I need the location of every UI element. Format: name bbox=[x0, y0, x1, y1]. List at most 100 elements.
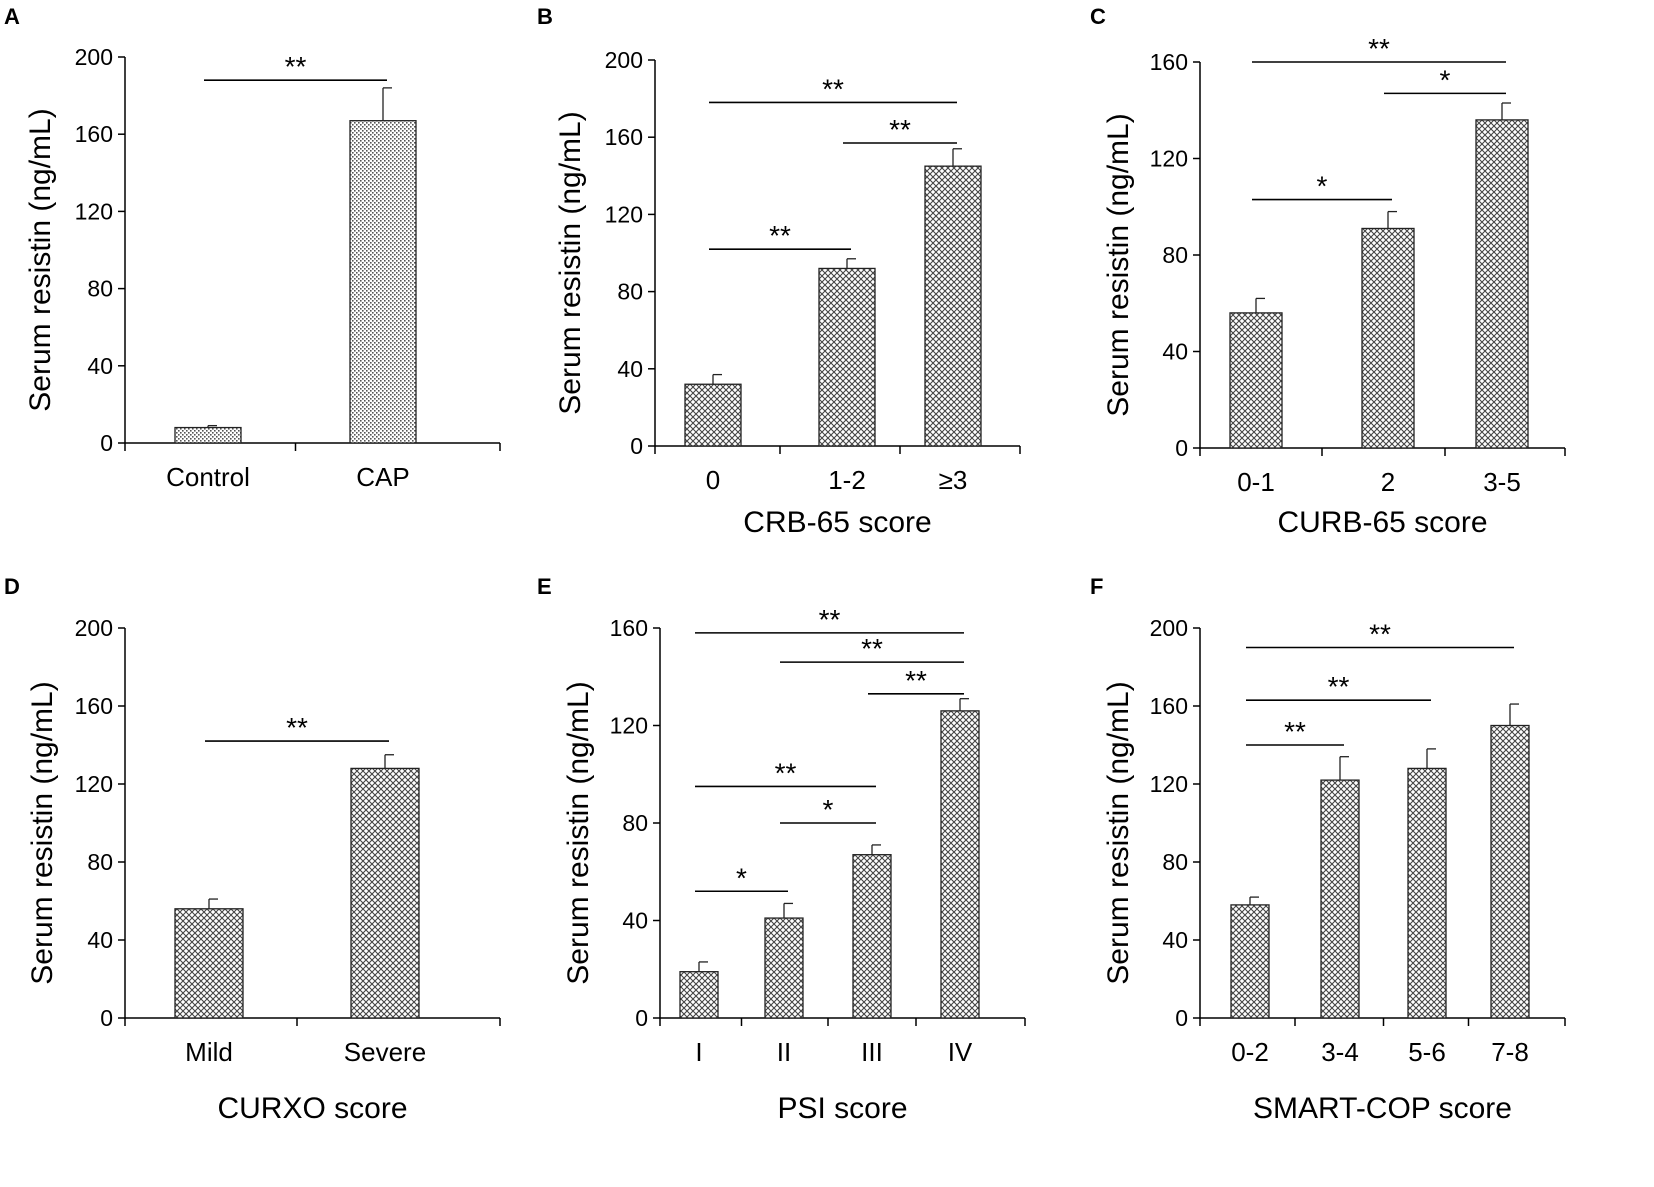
panel-a: A 0 40 80 120 160 200 Serum resistin (ng/mL) Con… bbox=[4, 4, 501, 492]
panel-d: D 0 40 80 120 160 200 Serum resistin (ng/mL) Mil… bbox=[4, 574, 501, 1125]
y-tick-label: 160 bbox=[1150, 693, 1188, 719]
y-axis-title: Serum resistin (ng/mL) bbox=[562, 681, 595, 984]
y-tick-label: 80 bbox=[617, 279, 643, 305]
y-tick-label: 120 bbox=[75, 771, 113, 797]
bar bbox=[349, 120, 417, 444]
x-axis-title: PSI score bbox=[777, 1092, 907, 1125]
y-tick-label: 120 bbox=[605, 201, 643, 227]
bar bbox=[764, 917, 804, 1019]
bar bbox=[1230, 904, 1270, 1019]
y-axis-title: Serum resistin (ng/mL) bbox=[24, 108, 57, 411]
panel-f: F 0 40 80 120 160 200 Serum resistin (ng/mL) 0-2… bbox=[1090, 574, 1566, 1125]
y-tick-label: 40 bbox=[1162, 927, 1188, 953]
bar bbox=[818, 267, 876, 447]
category-label: 3-5 bbox=[1483, 467, 1521, 497]
category-label: Control bbox=[166, 462, 250, 492]
category-label: Severe bbox=[344, 1037, 426, 1067]
significance-label: ** bbox=[1284, 716, 1306, 747]
y-tick-label: 40 bbox=[87, 353, 113, 379]
panel-label: A bbox=[4, 4, 20, 29]
category-label: Mild bbox=[185, 1037, 233, 1067]
y-tick-label: 160 bbox=[605, 124, 643, 150]
bar bbox=[1229, 312, 1283, 449]
category-label: 0-1 bbox=[1237, 467, 1275, 497]
panel-label: F bbox=[1090, 574, 1103, 599]
bar bbox=[924, 165, 982, 447]
y-tick-label: 160 bbox=[75, 693, 113, 719]
bar bbox=[174, 908, 244, 1019]
bar bbox=[1361, 227, 1415, 449]
x-axis-title: CURXO score bbox=[217, 1092, 407, 1125]
bar bbox=[852, 854, 892, 1019]
category-label: I bbox=[695, 1037, 702, 1067]
x-axis-title: CURB-65 score bbox=[1277, 506, 1487, 539]
y-tick-label: 200 bbox=[75, 615, 113, 641]
bar bbox=[1475, 119, 1529, 449]
significance-label: ** bbox=[1328, 671, 1350, 702]
y-tick-label: 0 bbox=[635, 1005, 648, 1031]
panel-label: C bbox=[1090, 4, 1106, 29]
y-axis-title: Serum resistin (ng/mL) bbox=[26, 681, 59, 984]
y-axis-title: Serum resistin (ng/mL) bbox=[554, 111, 587, 414]
category-label: 5-6 bbox=[1408, 1037, 1446, 1067]
y-tick-label: 200 bbox=[605, 47, 643, 73]
y-tick-label: 120 bbox=[610, 713, 648, 739]
significance-label: * bbox=[1317, 171, 1328, 202]
significance-label: ** bbox=[1369, 619, 1391, 650]
bar bbox=[684, 383, 742, 447]
bar bbox=[940, 710, 980, 1019]
category-label: 7-8 bbox=[1491, 1037, 1529, 1067]
significance-label: ** bbox=[889, 114, 911, 145]
y-tick-label: 0 bbox=[1175, 435, 1188, 461]
significance-label: ** bbox=[775, 757, 797, 788]
significance-label: ** bbox=[286, 712, 308, 743]
significance-label: ** bbox=[1368, 33, 1390, 64]
y-tick-label: 80 bbox=[622, 810, 648, 836]
significance-label: ** bbox=[822, 73, 844, 104]
bar bbox=[679, 971, 719, 1019]
y-tick-label: 40 bbox=[1162, 339, 1188, 365]
x-axis-title: SMART-COP score bbox=[1253, 1092, 1512, 1125]
y-tick-label: 120 bbox=[1150, 771, 1188, 797]
significance-label: ** bbox=[769, 220, 791, 251]
panel-label: B bbox=[537, 4, 553, 29]
panel-b: B 0 40 80 120 160 200 Serum resistin (ng/mL) 0 1-… bbox=[537, 4, 1021, 539]
y-tick-label: 80 bbox=[87, 276, 113, 302]
y-tick-label: 160 bbox=[610, 615, 648, 641]
category-label: IV bbox=[948, 1037, 973, 1067]
significance-label: ** bbox=[819, 604, 841, 635]
bar bbox=[1320, 779, 1360, 1019]
significance-label: * bbox=[1440, 64, 1451, 95]
y-tick-label: 80 bbox=[87, 849, 113, 875]
y-tick-label: 80 bbox=[1162, 242, 1188, 268]
significance-label: ** bbox=[861, 633, 883, 664]
panel-label: D bbox=[4, 574, 20, 599]
y-tick-label: 160 bbox=[1150, 49, 1188, 75]
category-label: CAP bbox=[356, 462, 409, 492]
category-label: 0-2 bbox=[1231, 1037, 1269, 1067]
y-axis-title: Serum resistin (ng/mL) bbox=[1102, 681, 1135, 984]
significance-label: ** bbox=[905, 665, 927, 696]
y-tick-label: 40 bbox=[617, 356, 643, 382]
y-tick-label: 0 bbox=[100, 430, 113, 456]
category-label: II bbox=[777, 1037, 791, 1067]
bar bbox=[1407, 767, 1447, 1019]
category-label: 3-4 bbox=[1321, 1037, 1359, 1067]
y-tick-label: 120 bbox=[1150, 146, 1188, 172]
y-tick-label: 80 bbox=[1162, 849, 1188, 875]
panel-c: C 0 40 80 120 160 Serum resistin (ng/mL) 0-1 2 3-… bbox=[1090, 4, 1566, 539]
significance-label: * bbox=[736, 862, 747, 893]
category-label: 1-2 bbox=[828, 465, 866, 495]
y-tick-label: 160 bbox=[75, 121, 113, 147]
bar bbox=[350, 767, 420, 1019]
category-label: III bbox=[861, 1037, 883, 1067]
y-tick-label: 200 bbox=[75, 44, 113, 70]
panel-label: E bbox=[537, 574, 552, 599]
y-tick-label: 120 bbox=[75, 198, 113, 224]
y-axis-title: Serum resistin (ng/mL) bbox=[1102, 113, 1135, 416]
significance-label: ** bbox=[285, 51, 307, 82]
y-tick-label: 40 bbox=[87, 927, 113, 953]
y-tick-label: 0 bbox=[100, 1005, 113, 1031]
category-label: 2 bbox=[1381, 467, 1395, 497]
